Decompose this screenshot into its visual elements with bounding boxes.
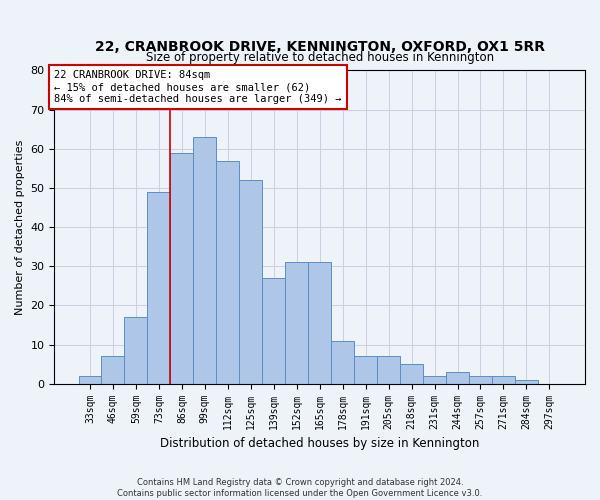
Bar (446, 372, 469, 384)
Bar (331, 340, 354, 384)
Bar (377, 356, 400, 384)
Bar (354, 356, 377, 384)
Bar (492, 376, 515, 384)
Text: Contains HM Land Registry data © Crown copyright and database right 2024.
Contai: Contains HM Land Registry data © Crown c… (118, 478, 482, 498)
Bar (101, 356, 124, 384)
Bar (262, 278, 285, 384)
Bar (79, 376, 101, 384)
Bar (400, 364, 423, 384)
Bar (515, 380, 538, 384)
Bar (217, 160, 239, 384)
Title: 22, CRANBROOK DRIVE, KENNINGTON, OXFORD, OX1 5RR: 22, CRANBROOK DRIVE, KENNINGTON, OXFORD,… (95, 40, 545, 54)
Y-axis label: Number of detached properties: Number of detached properties (15, 140, 25, 315)
X-axis label: Distribution of detached houses by size in Kennington: Distribution of detached houses by size … (160, 437, 479, 450)
Bar (308, 262, 331, 384)
Bar (469, 376, 492, 384)
Text: 22 CRANBROOK DRIVE: 84sqm
← 15% of detached houses are smaller (62)
84% of semi-: 22 CRANBROOK DRIVE: 84sqm ← 15% of detac… (55, 70, 342, 104)
Bar (148, 192, 170, 384)
Bar (423, 376, 446, 384)
Bar (170, 152, 193, 384)
Bar (124, 317, 148, 384)
Text: Size of property relative to detached houses in Kennington: Size of property relative to detached ho… (146, 51, 494, 64)
Bar (193, 137, 217, 384)
Bar (285, 262, 308, 384)
Bar (239, 180, 262, 384)
